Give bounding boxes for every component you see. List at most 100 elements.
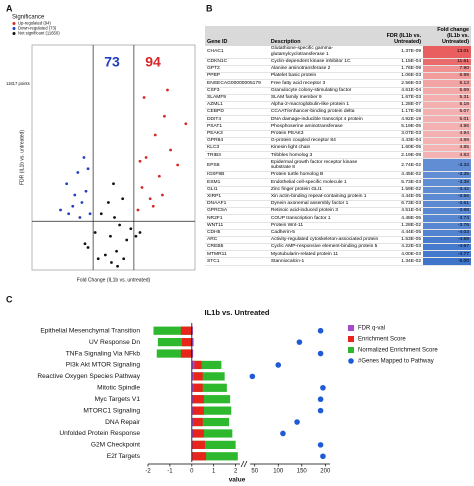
table-cell: CDKN1C [205,58,269,66]
table-row: DDIT4 DNA damage-inducible transcript 4 p… [205,115,471,124]
data-point [93,231,97,234]
table-row: CEBPD CCAAT/enhancer-binding protein delt… [205,108,471,117]
table-cell: -3.33 [423,158,471,173]
gene-count-dot [317,407,324,414]
bar [191,349,194,358]
table-cell: 4.48E-05 [380,214,424,223]
table-row: WNT11 Protein Wnt-11 1.28E-02 -3.76 [205,222,471,230]
table-cell: ENSECAG00000005179 [205,79,269,88]
data-point [157,174,161,178]
table: Gene ID Description FDR (IL1b vs. Untreate… [205,26,471,266]
table-cell: Retinoic acid-induced protein 3 [268,207,381,216]
gene-count-dot [294,419,300,425]
legend-title: Significance [12,15,45,21]
gene-count-dot [320,384,326,391]
legend-label: Enrichment Score [358,337,406,343]
table-cell: CHAC1 [205,46,269,59]
table-cell: 1.53E-05 [380,236,424,245]
column-header: FDR (IL1b vs. Untreated) [380,26,424,46]
table-cell: Protein turtle homolog B [268,171,381,180]
table-cell: -3.38 [423,178,471,187]
table-cell: Protein Wnt-11 [268,222,381,230]
data-point [110,261,113,264]
table-cell: PEAK3 [205,130,269,138]
table-cell: Free fatty acid receptor 3 [268,79,381,88]
data-point [163,114,166,118]
column-header: Description [268,26,381,46]
table-cell: 4.00E-03 [380,250,424,259]
legend-label: Down-regulated (73) [18,26,57,31]
bar [180,326,192,335]
bar [191,372,225,381]
data-point [78,216,82,219]
table-cell: 4.51E-04 [380,207,424,216]
x2-tick-label: 100 [273,469,284,475]
bar [191,360,222,370]
table-cell: 5.31 [423,94,471,102]
table-cell: Epidermal growth factor receptor kinase … [268,158,381,173]
category-label: Myc Targets V1 [95,396,141,403]
data-point [113,216,116,219]
table-cell: CCAAT/enhancer-binding protein delta [268,108,381,117]
table-cell: 2.56E-03 [380,79,424,88]
bar [191,429,233,438]
gene-count-dot [317,350,324,357]
table-cell: 4.85 [423,144,471,153]
table-cell: GLI1 [205,186,269,194]
table-cell: -3.68 [423,207,471,216]
bar [191,429,193,438]
category-label: DNA Repair [105,419,141,426]
bar [191,395,231,404]
table-cell: -5.00 [423,257,471,266]
table-cell: 4.45E-02 [380,171,424,180]
table-cell: DNAAF1 [205,200,269,209]
table-cell: 11.61 [423,58,471,66]
bar [191,383,227,392]
bar [156,349,192,358]
table-cell: 1.06E-03 [380,72,424,81]
table-cell: -3.74 [423,214,471,223]
legend-label: Not significant (11650) [18,31,60,36]
data-point [161,193,164,197]
table-cell: Platelet basic protein [268,72,381,81]
table-cell: SLAM family member 9 [268,94,381,102]
table-cell: Alanine aminotransferase 2 [268,65,381,74]
table-row: STC1 Stanniocalcin-1 1.34E-02 -5.00 [205,257,471,266]
gene-count-dot [320,453,326,460]
data-point [84,189,88,193]
table-cell: G-protein coupled receptor 84 [268,137,381,146]
table-row: CHAC1 Glutathione-specific gamma-glutamyl… [205,46,471,59]
data-point [112,182,115,186]
category-label: Mitotic Spindle [97,385,140,392]
legend-swatch [348,358,354,364]
table-cell: 4.83 [423,151,471,160]
x-tick-label: 1 [212,469,216,475]
table-body: CHAC1 Glutathione-specific gamma-glutamyl… [205,46,471,266]
data-point [76,171,80,174]
column-header: Gene ID [205,26,269,46]
table-row: CREB5 Cyclic AMP-responsive element-bindi… [205,243,471,252]
table-row: GPT2 Alanine aminotransferase 2 1.76E-09 7.… [205,65,471,74]
table-cell: -4.59 [423,236,471,245]
table-cell: 4.43E-04 [380,137,424,146]
bar [191,383,194,392]
data-point [153,133,157,137]
legend-swatch [12,32,16,35]
table-cell: -3.35 [423,171,471,180]
bar [153,326,192,335]
table-head: Gene ID Description FDR (IL1b vs. Untreate… [205,26,471,46]
table-cell: DNA damage-inducible transcript 4 protei… [268,115,381,124]
gene-table: Gene ID Description FDR (IL1b vs. Untreate… [205,26,471,266]
table-cell: 5.69 [423,87,471,95]
data-point [80,201,84,204]
table-cell: Activity-regulated cytoskeleton-associat… [268,236,381,245]
data-point [107,201,110,204]
data-point [73,193,77,197]
bar [191,429,204,438]
table-cell: Kinesin light chain [268,144,381,153]
legend-label: FDR q-val [358,326,385,332]
table-row: CDKN1C Cyclin-dependent kinase inhibitor … [205,58,471,66]
table-cell: 4.89 [423,137,471,146]
table-cell: Dynein axonemal assembly factor 1 [268,200,381,209]
